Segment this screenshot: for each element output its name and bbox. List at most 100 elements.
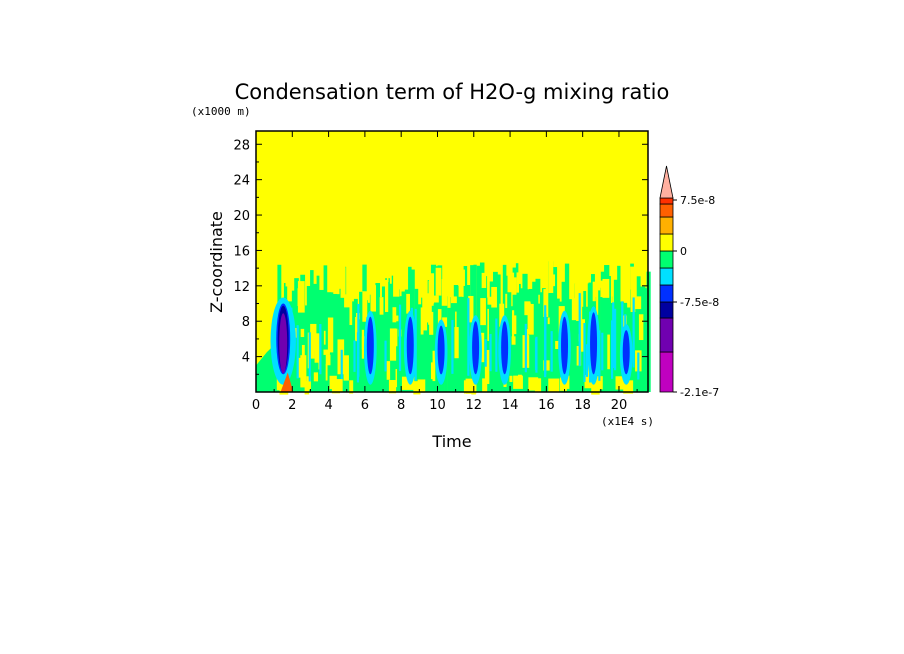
active-streak — [551, 267, 558, 392]
x-tick-label: 6 — [361, 398, 369, 413]
neutral-gap — [432, 295, 439, 303]
convective-cell — [434, 319, 448, 385]
y-tick-label: 16 — [233, 244, 250, 259]
neutral-gap — [406, 293, 410, 314]
neutral-gap — [450, 296, 457, 304]
neutral-gap — [392, 315, 399, 322]
neutral-gap — [430, 362, 435, 380]
active-streak — [303, 305, 309, 392]
colorbar-segment — [659, 250, 674, 269]
cell-core — [561, 316, 569, 375]
neutral-gap — [314, 333, 322, 363]
weak-negative-streak — [583, 322, 586, 382]
neutral-gap — [611, 266, 613, 303]
active-streak — [532, 281, 537, 392]
y-tick-label: 24 — [233, 174, 250, 189]
active-streak — [385, 278, 390, 392]
active-streak — [395, 289, 400, 392]
weak-negative-streak — [308, 332, 311, 382]
neutral-gap — [468, 295, 474, 323]
weak-negative-streak — [578, 293, 581, 367]
convective-cell — [498, 315, 511, 385]
neutral-gap — [480, 298, 486, 326]
weak-negative-streak — [353, 340, 356, 372]
active-streak — [600, 271, 606, 392]
neutral-gap — [507, 272, 515, 293]
neutral-gap — [600, 280, 605, 298]
cell-core — [406, 316, 414, 375]
colorbar-extend-arrow — [659, 165, 674, 199]
neutral-gap — [441, 279, 448, 306]
neutral-gap — [319, 259, 324, 290]
colorbar-label: -2.1e-7 — [680, 386, 719, 399]
active-streak — [643, 288, 649, 392]
neutral-gap — [505, 293, 508, 309]
x-tick-label: 8 — [397, 398, 405, 413]
neutral-gap — [437, 309, 442, 330]
weak-negative-streak — [340, 349, 343, 379]
convective-cell — [558, 310, 571, 385]
neutral-gap — [526, 329, 529, 339]
active-streak — [542, 288, 546, 392]
neutral-gap — [638, 314, 644, 341]
active-streak — [548, 261, 554, 392]
neutral-gap — [615, 376, 626, 390]
weak-negative-streak — [467, 298, 470, 376]
neutral-gap — [597, 274, 601, 287]
active-streak — [447, 307, 452, 392]
neutral-gap — [428, 280, 434, 306]
neutral-gap — [307, 332, 310, 369]
active-streak — [359, 291, 364, 392]
active-streak — [528, 288, 535, 392]
convective-cell — [270, 297, 296, 392]
convective-cell — [619, 324, 633, 385]
active-streak — [509, 306, 515, 392]
neutral-gap — [547, 317, 550, 325]
neutral-gap — [513, 375, 523, 389]
cell-core — [501, 321, 509, 375]
weak-negative-streak — [534, 338, 538, 371]
weak-negative-streak — [585, 344, 589, 377]
active-streak — [342, 266, 347, 392]
neutral-gap — [325, 364, 328, 381]
neutral-gap — [384, 279, 389, 312]
active-streak — [375, 283, 381, 392]
active-streak — [535, 278, 541, 392]
neutral-gap — [455, 311, 457, 334]
weak-negative-streak — [398, 304, 402, 372]
condensation-field — [256, 255, 651, 395]
active-streak — [571, 300, 577, 392]
neutral-gap — [435, 267, 442, 296]
neutral-gap — [481, 272, 487, 288]
colorbar-segment — [659, 284, 674, 303]
active-streak — [479, 262, 485, 392]
neutral-gap — [543, 360, 550, 371]
neutral-gap — [388, 379, 397, 394]
x-tick-label: 14 — [502, 398, 519, 413]
plot-area — [255, 130, 651, 395]
active-streak — [630, 263, 634, 392]
neutral-gap — [395, 328, 398, 347]
colorbar-segment — [659, 267, 674, 286]
active-streak — [339, 281, 345, 392]
active-streak — [636, 276, 641, 392]
neutral-gap — [379, 297, 384, 315]
neutral-gap — [344, 294, 350, 308]
neutral-gap — [349, 291, 353, 326]
y-axis-label: Z-coordinate — [207, 211, 226, 313]
neutral-gap — [386, 273, 389, 282]
neutral-gap — [331, 380, 341, 394]
neutral-gap — [487, 296, 494, 305]
neutral-gap — [285, 264, 291, 287]
neutral-gap — [555, 340, 561, 350]
active-streak — [496, 274, 501, 392]
chart-title: Condensation term of H2O-g mixing ratio — [235, 80, 670, 104]
weak-negative-streak — [484, 339, 487, 367]
active-streak — [617, 265, 621, 392]
active-streak — [381, 286, 388, 392]
active-streak — [424, 301, 429, 392]
colorbar-segment — [659, 301, 674, 319]
neutral-gap — [325, 354, 331, 366]
neutral-gap — [297, 357, 303, 378]
